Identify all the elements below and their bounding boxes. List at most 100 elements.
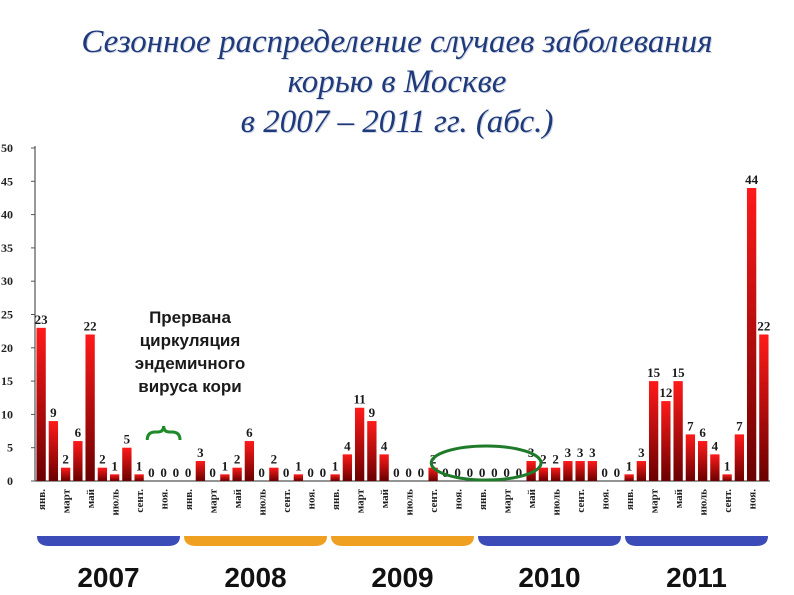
note-line-1: Прервана: [149, 308, 231, 327]
data-label: 7: [736, 418, 743, 433]
year-label: 2011: [666, 562, 727, 593]
x-tick-label: июль: [110, 489, 122, 516]
x-tick-label: март: [649, 488, 661, 513]
bar: [648, 381, 659, 481]
x-tick-label: март: [502, 488, 514, 513]
bar: [550, 467, 561, 481]
x-tick-label: ноя.: [600, 489, 612, 510]
bar: [330, 474, 340, 481]
data-label: 0: [467, 465, 474, 480]
x-tick-label: май: [232, 488, 244, 508]
bar: [661, 401, 671, 481]
y-tick-label: 20: [1, 341, 13, 355]
data-label: 0: [516, 465, 523, 480]
x-tick-label: июль: [404, 489, 416, 516]
y-tick-label: 40: [1, 208, 13, 222]
data-label: 1: [626, 458, 633, 473]
data-label: 9: [369, 405, 376, 420]
bar: [697, 441, 708, 481]
year-indicator-bar: [184, 536, 327, 546]
data-label: 2: [540, 452, 547, 467]
data-label: 22: [757, 318, 770, 333]
bar: [195, 461, 206, 481]
title-line-2: корью в Москве: [287, 64, 507, 100]
y-tick-label: 30: [1, 274, 13, 288]
data-label: 0: [258, 465, 265, 480]
bar: [746, 187, 757, 481]
year-label: 2009: [371, 562, 433, 593]
bar: [232, 467, 242, 481]
data-label: 4: [344, 438, 351, 453]
x-tick-label: июль: [257, 489, 269, 516]
data-label: 0: [418, 465, 425, 480]
data-label: 4: [381, 438, 388, 453]
bar: [367, 421, 377, 481]
bar: [624, 474, 634, 481]
bar: [428, 467, 438, 481]
x-tick-label: март: [355, 488, 367, 513]
data-label: 1: [295, 458, 302, 473]
x-tick-label: июль: [698, 489, 710, 516]
data-label: 0: [491, 465, 498, 480]
x-tick-label: янв.: [330, 489, 342, 510]
bar: [60, 467, 71, 481]
chart-title: Сезонное распределение случаев заболеван…: [0, 22, 794, 142]
x-tick-label: март: [61, 488, 73, 513]
year-indicator-bar: [478, 536, 621, 546]
data-label: 0: [442, 465, 449, 480]
bar: [575, 461, 585, 481]
bar: [685, 434, 696, 481]
bar: [526, 461, 536, 481]
year-indicator-bar: [331, 536, 474, 546]
data-label: 1: [222, 458, 229, 473]
bar: [538, 467, 549, 481]
y-tick-label: 35: [1, 241, 13, 255]
data-label: 0: [160, 465, 167, 480]
data-label: 5: [124, 432, 131, 447]
note-line-3: эндемичного: [134, 354, 246, 373]
bar: [48, 421, 59, 481]
data-label: 0: [209, 465, 216, 480]
data-label: 3: [589, 445, 596, 460]
x-tick-label: сент.: [134, 489, 146, 513]
x-tick-label: сент.: [281, 489, 293, 513]
bar: [244, 441, 255, 481]
x-tick-label: март: [208, 488, 220, 513]
data-label: 0: [405, 465, 412, 480]
bar: [673, 381, 683, 481]
data-label: 2: [62, 452, 69, 467]
bar: [587, 461, 598, 481]
bar: [293, 474, 304, 481]
bar: [97, 467, 108, 481]
data-label: 0: [503, 465, 510, 480]
data-label: 1: [332, 458, 339, 473]
bars: [36, 187, 769, 481]
note-line-4: вируса кори: [138, 377, 242, 396]
y-tick-label: 50: [1, 141, 13, 155]
y-tick-label: 10: [1, 407, 13, 421]
bar: [710, 454, 720, 481]
data-label: 4: [712, 438, 719, 453]
x-tick-label: май: [379, 488, 391, 508]
data-label: 3: [577, 445, 584, 460]
bar: [636, 461, 647, 481]
x-tick-label: сент.: [575, 489, 587, 513]
y-tick-label: 45: [1, 174, 13, 188]
x-tick-label: ноя.: [453, 489, 465, 510]
data-label: 1: [111, 458, 118, 473]
x-tick-label: ноя.: [306, 489, 318, 510]
bar: [122, 447, 132, 481]
data-label: 3: [565, 445, 572, 460]
data-label: 0: [173, 465, 180, 480]
note-line-2: циркуляция: [139, 331, 241, 350]
data-label: 12: [659, 385, 672, 400]
y-tick-label: 15: [1, 374, 13, 388]
data-label: 0: [393, 465, 400, 480]
data-label: 0: [283, 465, 290, 480]
bar: [354, 407, 365, 481]
bar: [269, 467, 279, 481]
data-label: 6: [246, 425, 253, 440]
data-label: 44: [745, 172, 759, 187]
